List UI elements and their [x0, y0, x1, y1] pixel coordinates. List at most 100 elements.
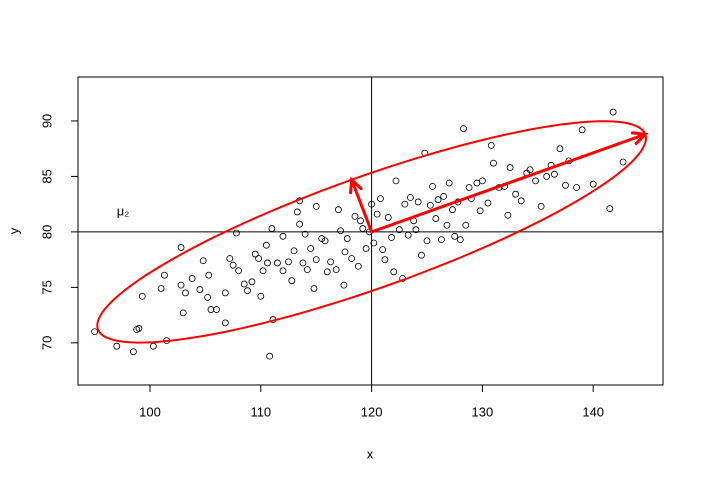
point [351, 212, 359, 220]
point [149, 342, 157, 350]
point [321, 237, 329, 245]
point [476, 207, 484, 215]
arrow [370, 131, 649, 234]
point [303, 266, 311, 274]
point [506, 164, 514, 171]
x-tick-label: 130 [472, 404, 494, 419]
point [182, 289, 189, 297]
point [406, 194, 414, 201]
point [213, 306, 220, 313]
point [307, 245, 315, 252]
point [438, 236, 445, 244]
y-axis-label: y [6, 227, 21, 234]
point [262, 241, 270, 249]
point [449, 206, 456, 214]
point [532, 177, 539, 185]
point [609, 108, 617, 116]
point [490, 159, 497, 167]
y-tick-label: 80 [39, 225, 54, 239]
point [368, 200, 376, 208]
point [381, 256, 389, 264]
point [543, 173, 551, 180]
point [285, 258, 292, 266]
point [465, 184, 473, 191]
point [341, 248, 349, 256]
point [327, 258, 335, 266]
point [473, 179, 481, 187]
point [487, 141, 495, 149]
point [379, 246, 387, 254]
point [318, 235, 326, 242]
point [504, 211, 512, 219]
y-tick-label: 70 [39, 336, 54, 350]
point [589, 180, 597, 188]
point [479, 177, 486, 185]
y-tick-label: 90 [39, 114, 54, 128]
point [429, 182, 436, 190]
point [460, 125, 467, 133]
point [606, 205, 614, 212]
point [414, 198, 422, 206]
point [354, 262, 362, 270]
point [266, 352, 274, 360]
point [312, 202, 320, 210]
point [512, 190, 520, 198]
point [390, 268, 398, 276]
point [562, 181, 569, 189]
point [288, 277, 296, 285]
x-tick-label: 110 [250, 404, 271, 419]
point [445, 179, 453, 187]
point [221, 319, 229, 327]
point [301, 230, 309, 238]
point [423, 237, 431, 245]
point [357, 217, 364, 225]
point [462, 221, 470, 229]
point [274, 259, 281, 267]
point [233, 229, 240, 237]
point [337, 227, 344, 235]
point [362, 245, 370, 252]
point [348, 255, 356, 262]
y-tick-label: 85 [39, 169, 54, 183]
point [229, 261, 237, 269]
point [196, 286, 204, 293]
x-tick-label: 140 [582, 404, 604, 419]
point [138, 292, 146, 300]
point [199, 257, 207, 265]
point [334, 206, 342, 214]
point [340, 281, 348, 289]
point [248, 278, 256, 286]
point [299, 259, 307, 267]
point [370, 239, 378, 247]
point [188, 275, 196, 282]
y-tick-label: 75 [39, 280, 54, 294]
point [404, 231, 412, 239]
arrow [349, 176, 374, 234]
point [91, 328, 99, 336]
point [401, 200, 409, 208]
point [279, 267, 287, 275]
point [257, 292, 265, 300]
point [293, 208, 301, 216]
point [312, 256, 320, 264]
point [556, 145, 564, 153]
point [395, 226, 403, 234]
x-axis-label: x [367, 446, 374, 461]
point [332, 266, 340, 274]
point [221, 289, 229, 297]
point [412, 226, 420, 234]
point [392, 177, 400, 185]
point [310, 285, 318, 292]
point [359, 225, 367, 232]
point [133, 326, 141, 333]
point [537, 202, 545, 210]
point [323, 268, 331, 276]
point [573, 184, 580, 191]
ellipse [96, 120, 647, 344]
point [244, 287, 251, 295]
point [177, 281, 185, 289]
x-tick-label: 120 [361, 404, 383, 419]
point [434, 196, 442, 204]
point [204, 293, 212, 301]
point [161, 271, 168, 279]
